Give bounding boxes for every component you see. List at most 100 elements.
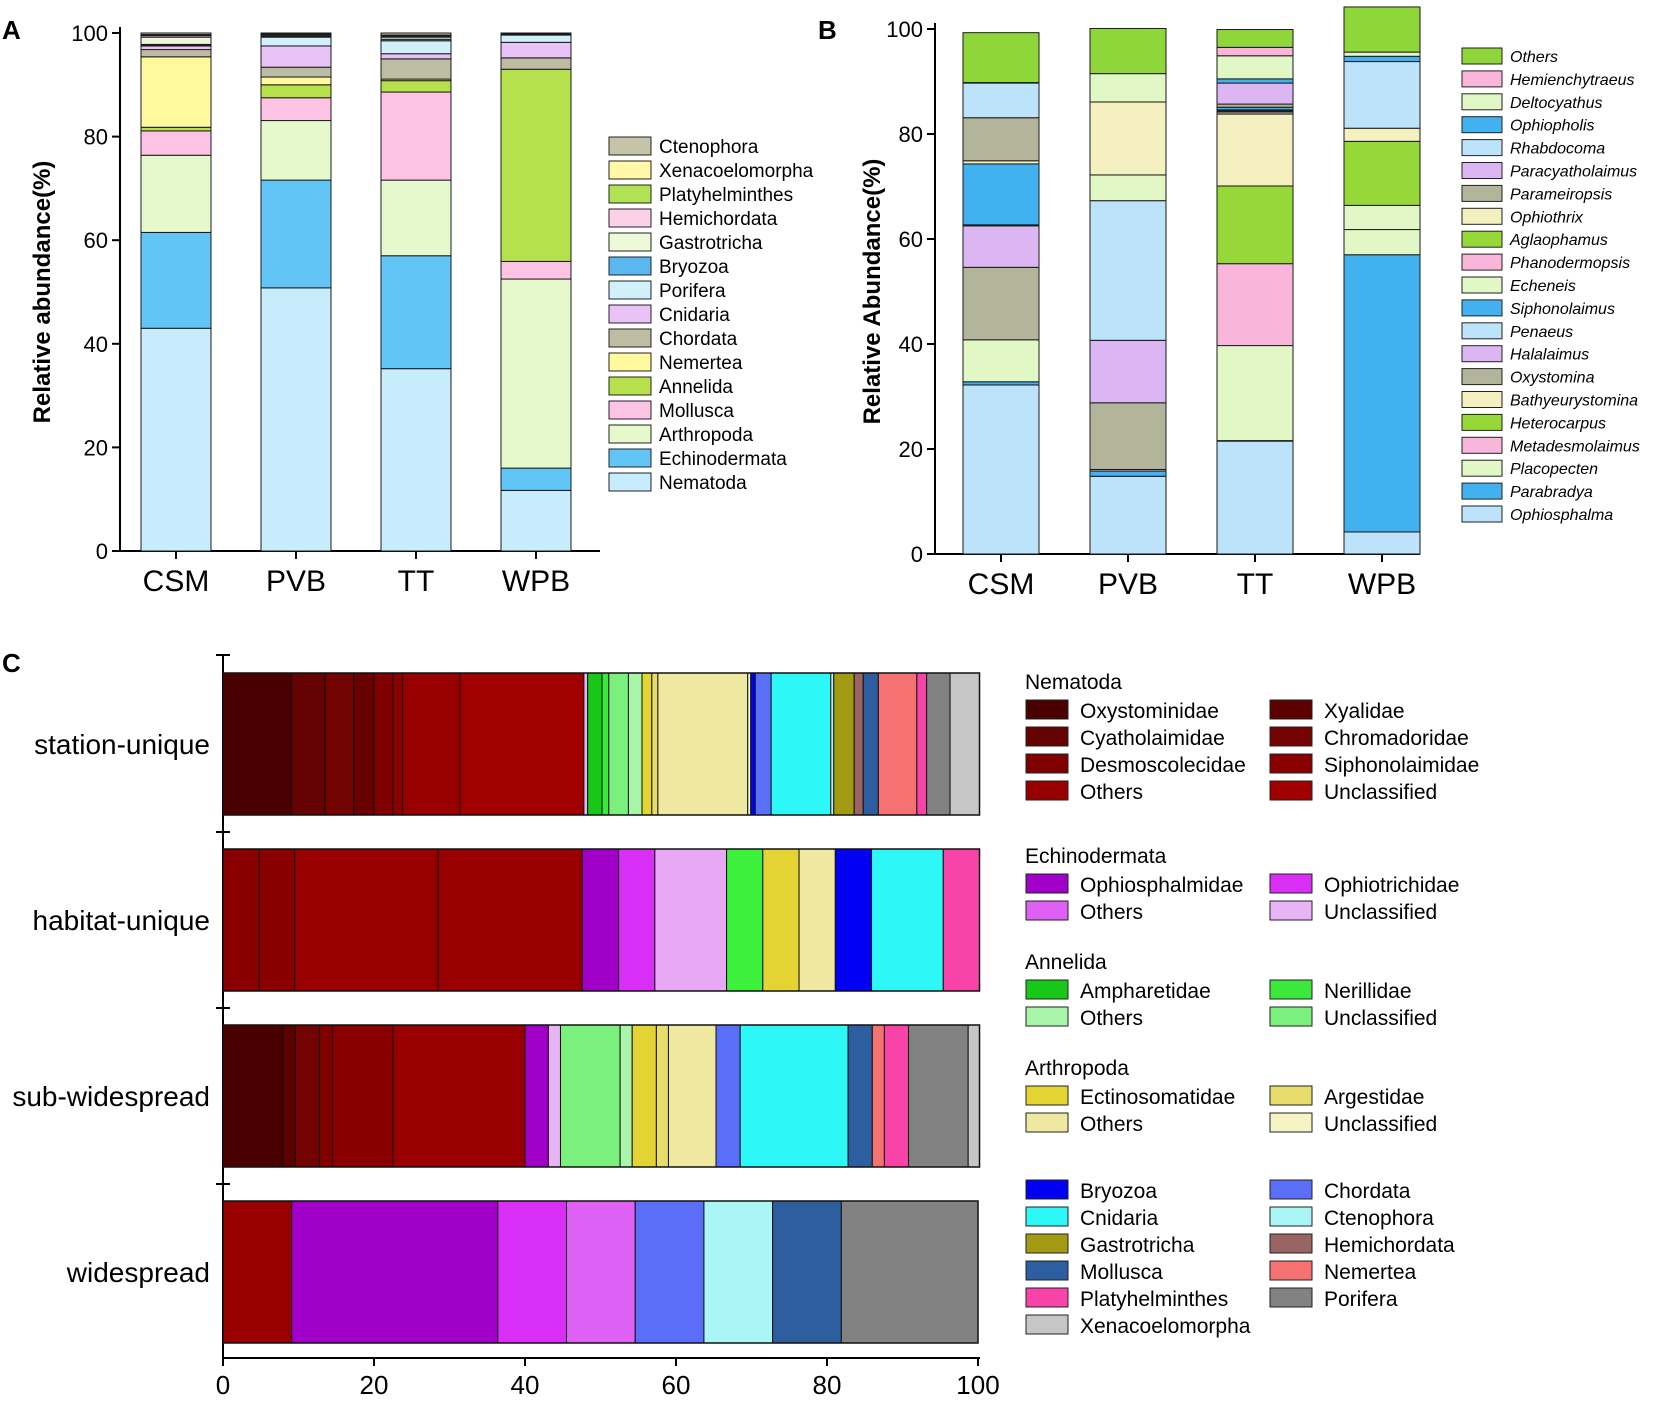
bar-segment-argestidae: [651, 672, 659, 816]
bar-segment-desmoscolecidae: [324, 672, 355, 816]
bar-segment-porifera: [380, 40, 452, 55]
legend-swatch-heterocarpus: [1461, 413, 1503, 431]
legend-swatch-siphonolaimidae: [1269, 753, 1313, 774]
legend-swatch-echeneis: [1461, 276, 1503, 294]
legend-label-mollusca: Mollusca: [659, 401, 734, 422]
legend-swatch-xyalidae: [1269, 699, 1313, 720]
legend-label-oxystomina: Oxystomina: [1510, 370, 1595, 387]
legend-label-siphonolaimidae: Siphonolaimidae: [1324, 754, 1479, 777]
legend-swatch-mollusca: [608, 400, 652, 420]
bar-segment-chordata: [140, 49, 212, 58]
bar-segment-others: [1343, 6, 1421, 53]
a-y-axis-title: Relative abundance(%): [29, 161, 56, 424]
legend-swatch-cyatholaimidae: [1025, 726, 1069, 747]
bar-segment-metadesmolaimus: [1216, 263, 1294, 347]
legend-label-ctenophora: Ctenophora: [1324, 1207, 1434, 1230]
bar-segment-mollusca: [140, 130, 212, 156]
b-x-tick-label: TT: [1237, 568, 1274, 601]
legend-swatch-hemienchytraeus: [1461, 70, 1503, 88]
legend-swatch-nematoda: [608, 472, 652, 492]
legend-swatch-echinodermata: [608, 448, 652, 468]
legend-swatch-unclassified: [1269, 900, 1313, 921]
c-row-label: habitat-unique: [33, 905, 210, 936]
panel-b-label: B: [818, 15, 837, 45]
a-x-tick-label: CSM: [143, 565, 210, 598]
a-x-tick-label: WPB: [502, 565, 570, 598]
legend-group-title: Nematoda: [1025, 671, 1122, 694]
bar-segment-xenacoelomorpha: [260, 32, 332, 35]
legend-swatch-chromadoridae: [1269, 726, 1313, 747]
legend-label-hemichordata: Hemichordata: [659, 209, 778, 230]
b-x-tick-label: PVB: [1098, 568, 1158, 601]
bar-segment-bryozoa: [834, 848, 873, 992]
a-x-tick-label: TT: [398, 565, 435, 598]
legend-label-parabradya: Parabradya: [1510, 484, 1593, 501]
b-y-tick-label: 0: [911, 542, 923, 567]
c-row-outline: [222, 848, 981, 992]
bar-segment-xyalidae: [353, 672, 375, 816]
bar-segment-cnidaria: [260, 45, 332, 68]
legend-swatch-phanodermopsis: [1461, 253, 1503, 271]
legend-label-oxystominidae: Oxystominidae: [1080, 700, 1219, 723]
legend-swatch-ophiosphalma: [1461, 505, 1503, 523]
legend-swatch-bryozoa: [1025, 1179, 1069, 1200]
bar-segment-cnidaria: [140, 45, 212, 51]
bar-segment-others: [608, 672, 629, 816]
legend-swatch-bathyeurystomina: [1461, 391, 1503, 408]
bar-segment-unclassified: [619, 1024, 633, 1168]
bar-segment-echeneis: [1089, 174, 1167, 202]
legend-group-title: Arthropoda: [1025, 1057, 1129, 1080]
b-y-tick-label: 100: [886, 17, 923, 42]
legend-swatch-ophiothrix: [1461, 207, 1503, 225]
bar-segment-placopecten: [962, 339, 1040, 383]
legend-label-chordata: Chordata: [659, 329, 738, 350]
bar-segment-porifera: [926, 672, 951, 816]
bar-segment-others: [222, 1200, 293, 1344]
c-row-outline: [222, 1024, 981, 1168]
bar-segment-ophiotrichidae: [497, 1200, 568, 1344]
bar-segment-others: [657, 672, 749, 816]
c-x-tick-label: 80: [813, 1370, 842, 1400]
legend-swatch-arthropoda: [608, 424, 652, 444]
legend-swatch-halalaimus: [1461, 345, 1503, 363]
bar-segment-ophiopholis: [1216, 78, 1294, 84]
legend-swatch-oxystomina: [1461, 368, 1503, 386]
legend-swatch-cnidaria: [1025, 1206, 1069, 1227]
legend-swatch-others: [1025, 900, 1069, 921]
bar-segment-porifera: [840, 1200, 979, 1344]
bar-segment-cnidaria: [871, 848, 944, 992]
legend-swatch-ophiopholis: [1461, 116, 1503, 134]
bar-segment-ophiosphalma: [1343, 531, 1421, 555]
bar-segment-nematoda: [140, 327, 212, 552]
bar-segment-ophiosphalmidae: [583, 672, 589, 816]
bar-segment-echinodermata: [140, 231, 212, 329]
bar-segment-ctenophora: [140, 32, 212, 36]
legend-label-placopecten: Placopecten: [1510, 461, 1598, 478]
bar-segment-halalaimus: [1089, 339, 1167, 404]
bar-segment-porifera: [260, 36, 332, 47]
bar-segment-deltocyathus: [1216, 55, 1294, 80]
legend-swatch-paracyatholaimus: [1461, 162, 1503, 179]
bar-segment-bryozoa: [750, 672, 756, 816]
b-y-axis-title: Relative Abundance(%): [859, 159, 886, 425]
legend-swatch-unclassified: [1269, 780, 1313, 801]
c-row-outline: [222, 1200, 979, 1344]
legend-label-bryozoa: Bryozoa: [1080, 1180, 1157, 1203]
bar-segment-oxystominidae: [222, 1024, 284, 1168]
c-x-tick-label: 40: [511, 1370, 540, 1400]
legend-swatch-rhabdocoma: [1461, 139, 1503, 157]
legend-label-gastrotricha: Gastrotricha: [1080, 1234, 1195, 1257]
bar-segment-parabradya: [1089, 470, 1167, 477]
bar-segment-ophiosphalma: [1216, 440, 1294, 555]
a-y-tick-label: 0: [96, 539, 108, 564]
legend-swatch-others: [1025, 1112, 1069, 1133]
legend-label-unclassified: Unclassified: [1324, 901, 1437, 924]
bar-segment-ectinosomatidae: [631, 1024, 657, 1168]
legend-label-porifera: Porifera: [1324, 1288, 1398, 1311]
bar-segment-echinodermata: [500, 467, 572, 491]
bar-segment-ctenophora: [380, 32, 452, 36]
legend-label-others: Others: [1080, 1007, 1143, 1030]
legend-label-ampharetidae: Ampharetidae: [1080, 980, 1211, 1003]
c-x-tick-label: 60: [662, 1370, 691, 1400]
